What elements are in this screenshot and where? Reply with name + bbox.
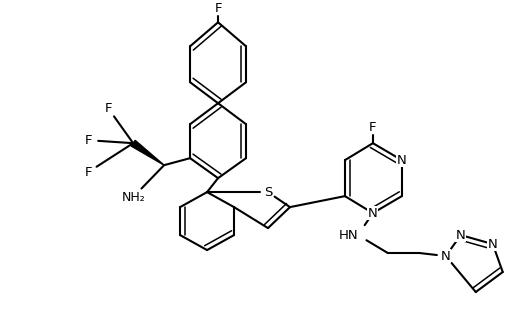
Text: F: F (104, 102, 112, 115)
Polygon shape (131, 140, 164, 165)
Text: NH₂: NH₂ (121, 191, 145, 204)
Text: N: N (456, 228, 466, 241)
Text: F: F (85, 166, 92, 179)
Text: N: N (368, 206, 378, 219)
Text: F: F (214, 2, 222, 15)
Text: F: F (85, 134, 92, 147)
Text: N: N (488, 237, 497, 250)
Text: HN: HN (338, 228, 358, 241)
Text: N: N (441, 250, 451, 263)
Text: S: S (264, 186, 272, 199)
Text: N: N (397, 154, 407, 167)
Text: F: F (369, 121, 377, 134)
